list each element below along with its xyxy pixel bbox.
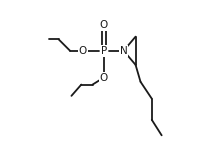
Text: P: P <box>101 46 107 56</box>
Text: O: O <box>79 46 87 56</box>
Text: N: N <box>120 46 127 56</box>
Text: O: O <box>100 20 108 30</box>
Text: O: O <box>100 73 108 83</box>
